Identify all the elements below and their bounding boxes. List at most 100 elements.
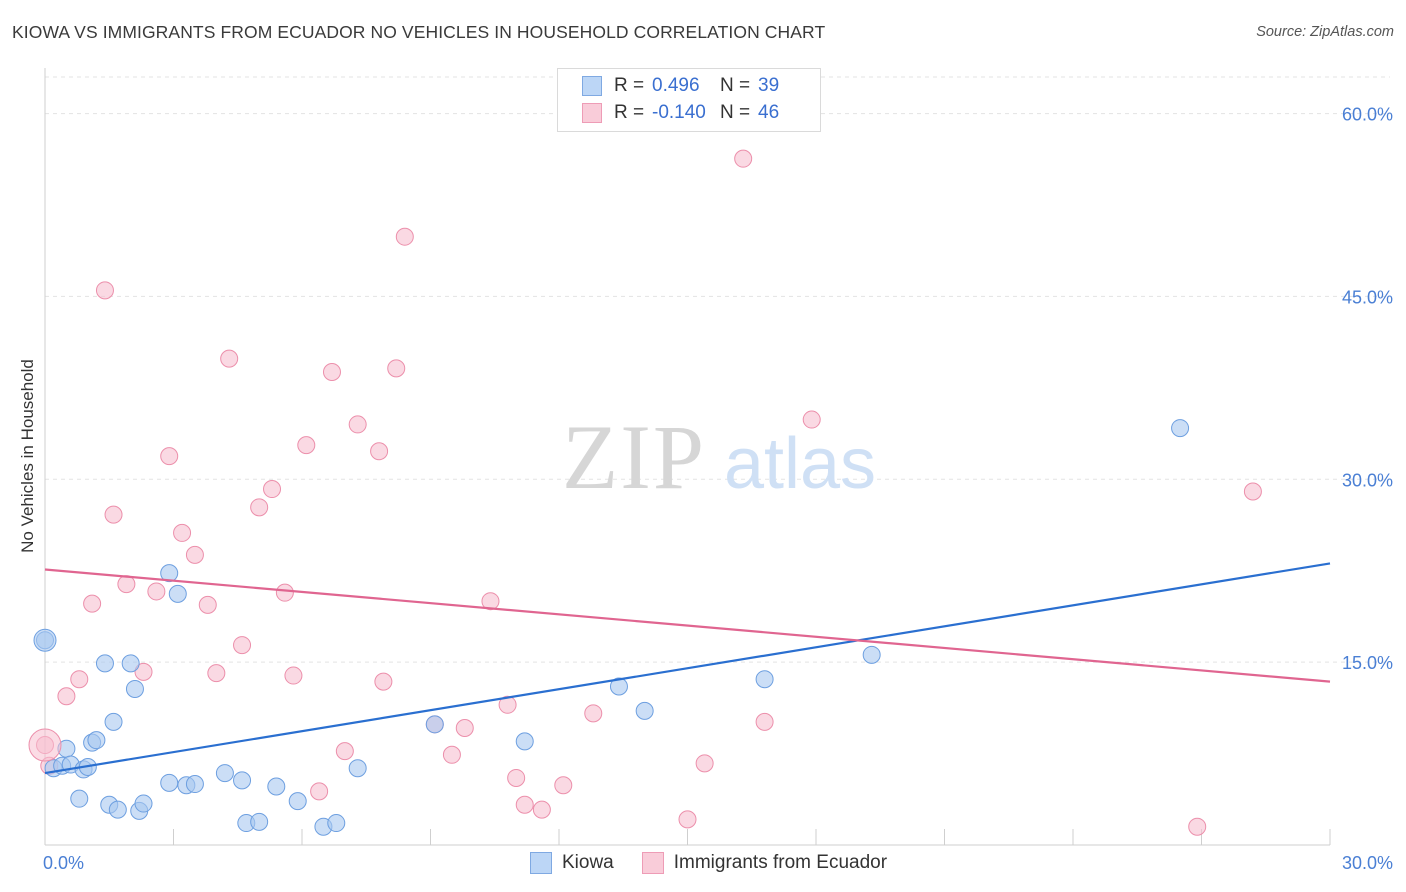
kiowa-trend-line <box>44 562 1331 775</box>
ecuador-point <box>584 704 603 723</box>
n-value: 39 <box>758 75 780 96</box>
kiowa-swatch <box>582 76 602 96</box>
ecuador-point <box>310 782 329 801</box>
kiowa-point <box>609 677 628 696</box>
y-tick-label: 30.0% <box>1342 470 1393 490</box>
y-tick-label: 60.0% <box>1342 105 1393 125</box>
y-tick-label: 15.0% <box>1342 653 1393 673</box>
kiowa-point <box>233 771 252 790</box>
r-value: -0.140 <box>652 102 706 123</box>
kiowa-swatch <box>530 852 552 874</box>
legend-item-kiowa[interactable]: Kiowa <box>530 852 614 874</box>
kiowa-point <box>755 670 774 689</box>
r-value: 0.496 <box>652 75 700 96</box>
ecuador-point <box>284 666 303 685</box>
trend-lines <box>44 562 1331 775</box>
ecuador-point <box>802 410 821 429</box>
kiowa-point <box>95 654 114 673</box>
kiowa-point <box>267 777 286 796</box>
r-label: R = <box>614 102 645 123</box>
ecuador-point <box>220 349 239 368</box>
ecuador-point <box>348 415 367 434</box>
ecuador-point <box>134 662 153 681</box>
kiowa-point <box>862 645 881 664</box>
ecuador-point <box>95 281 114 300</box>
kiowa-point <box>288 792 307 811</box>
ecuador-point <box>695 754 714 773</box>
kiowa-point <box>121 654 140 673</box>
n-label: N = <box>720 102 751 123</box>
ecuador-point <box>442 745 461 764</box>
ecuador-point <box>322 363 341 382</box>
kiowa-point <box>104 712 123 731</box>
ecuador-point <box>532 800 551 819</box>
kiowa-point <box>108 800 127 819</box>
ecuador-point <box>173 523 192 542</box>
watermark-atlas: atlas <box>724 424 876 504</box>
source-label: Source: ZipAtlas.com <box>1256 24 1394 40</box>
ecuador-point <box>83 594 102 613</box>
kiowa-point <box>168 584 187 603</box>
kiowa-point <box>327 814 346 833</box>
kiowa-point <box>185 775 204 794</box>
data-points <box>28 149 1262 836</box>
ecuador-point <box>70 670 89 689</box>
kiowa-point <box>515 732 534 751</box>
series-legend: Kiowa Immigrants from Ecuador <box>530 852 915 874</box>
ecuador-point <box>147 582 166 601</box>
ecuador-point <box>755 712 774 731</box>
ecuador-point <box>387 359 406 378</box>
y-tick-label: 45.0% <box>1342 287 1393 307</box>
x-tick-label: 0.0% <box>43 853 84 873</box>
ecuador-point-large <box>28 728 62 762</box>
kiowa-point <box>215 764 234 783</box>
legend-item-ecuador[interactable]: Immigrants from Ecuador <box>641 852 888 874</box>
legend-label-ecuador: Immigrants from Ecuador <box>673 852 888 873</box>
ecuador-point <box>455 718 474 737</box>
ecuador-swatch <box>641 852 664 874</box>
chart-title: KIOWA VS IMMIGRANTS FROM ECUADOR NO VEHI… <box>12 22 826 42</box>
kiowa-point <box>70 789 89 808</box>
x-tick-label: 30.0% <box>1342 853 1393 873</box>
ecuador-point <box>160 447 179 466</box>
ecuador-trend-line <box>44 568 1331 683</box>
kiowa-point <box>125 679 144 698</box>
ecuador-point <box>335 742 354 761</box>
kiowa-point <box>348 759 367 778</box>
ecuador-point <box>198 595 217 614</box>
legend-label-kiowa: Kiowa <box>562 852 614 873</box>
kiowa-point <box>635 701 654 720</box>
kiowa-point <box>425 715 444 734</box>
ecuador-point <box>263 480 282 499</box>
kiowa-point <box>87 731 106 750</box>
ecuador-point <box>1243 482 1262 501</box>
ecuador-point <box>297 436 316 455</box>
ecuador-point <box>233 636 252 655</box>
ecuador-point <box>374 672 393 691</box>
kiowa-point <box>134 794 153 813</box>
y-axis-label: No Vehicles in Household <box>18 359 37 553</box>
kiowa-point <box>160 773 179 792</box>
ecuador-point <box>678 810 697 829</box>
ecuador-swatch <box>582 103 602 123</box>
r-label: R = <box>614 75 645 96</box>
ecuador-point <box>734 149 753 168</box>
kiowa-point-large <box>33 628 57 652</box>
grid <box>45 76 1390 663</box>
ecuador-point <box>275 583 294 602</box>
ecuador-point <box>481 592 500 611</box>
n-value: 46 <box>758 102 780 123</box>
ecuador-point <box>1188 817 1207 836</box>
ecuador-point <box>185 545 204 564</box>
ecuador-point <box>250 498 269 517</box>
ecuador-point <box>395 227 414 246</box>
ecuador-point <box>104 505 123 524</box>
legend-row-ecuador: R = -0.140 N = 46 <box>582 101 779 125</box>
ecuador-point <box>498 695 517 714</box>
tick-labels: 15.0% 30.0% 45.0% 60.0% 0.0% 30.0% <box>43 105 1393 873</box>
kiowa-point <box>160 564 179 583</box>
stats-legend: R = 0.496 N = 39 R = -0.140 N = 46 <box>557 68 821 132</box>
kiowa-point <box>250 812 269 831</box>
ecuador-point <box>554 776 573 795</box>
